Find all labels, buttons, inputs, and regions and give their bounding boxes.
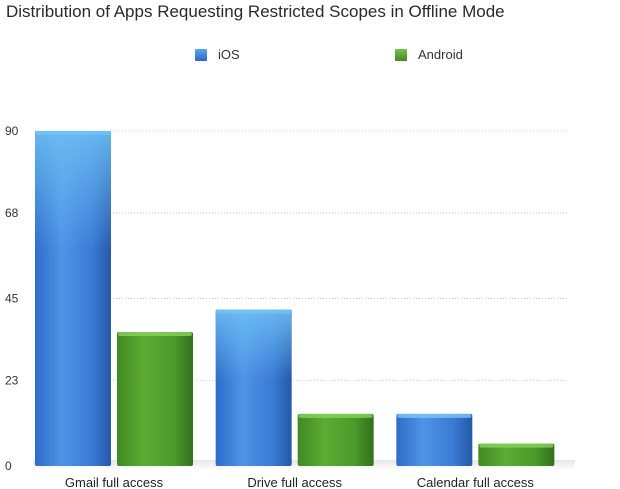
bar-sheen	[215, 309, 292, 381]
bar-highlight	[397, 413, 472, 418]
bar-ios-2	[396, 413, 473, 466]
bar-highlight	[298, 413, 373, 418]
bar-android-0	[117, 332, 193, 466]
bar-highlight	[479, 443, 554, 448]
x-category-label: Calendar full access	[417, 475, 535, 489]
y-tick-label: 23	[5, 373, 19, 387]
x-category-label: Drive full access	[247, 475, 342, 489]
bar-android-2	[478, 443, 555, 466]
y-tick-label: 45	[5, 292, 19, 306]
legend-label-android: Android	[418, 47, 463, 62]
x-category-label: Gmail full access	[65, 475, 164, 489]
legend-item-android: Android	[395, 47, 463, 62]
chart-title: Distribution of Apps Requesting Restrict…	[6, 2, 505, 21]
y-tick-label: 90	[5, 124, 19, 138]
legend-label-ios: iOS	[218, 47, 240, 62]
bar-android-1	[297, 413, 374, 466]
bar-sheen	[35, 131, 111, 251]
legend-swatch-android	[395, 48, 407, 61]
legend-swatch-ios	[195, 48, 207, 61]
bar-highlight	[118, 332, 192, 336]
y-tick-label: 68	[5, 206, 19, 220]
legend: iOS Android	[0, 47, 620, 67]
legend-item-ios: iOS	[195, 47, 240, 62]
y-tick-label: 0	[5, 459, 12, 473]
